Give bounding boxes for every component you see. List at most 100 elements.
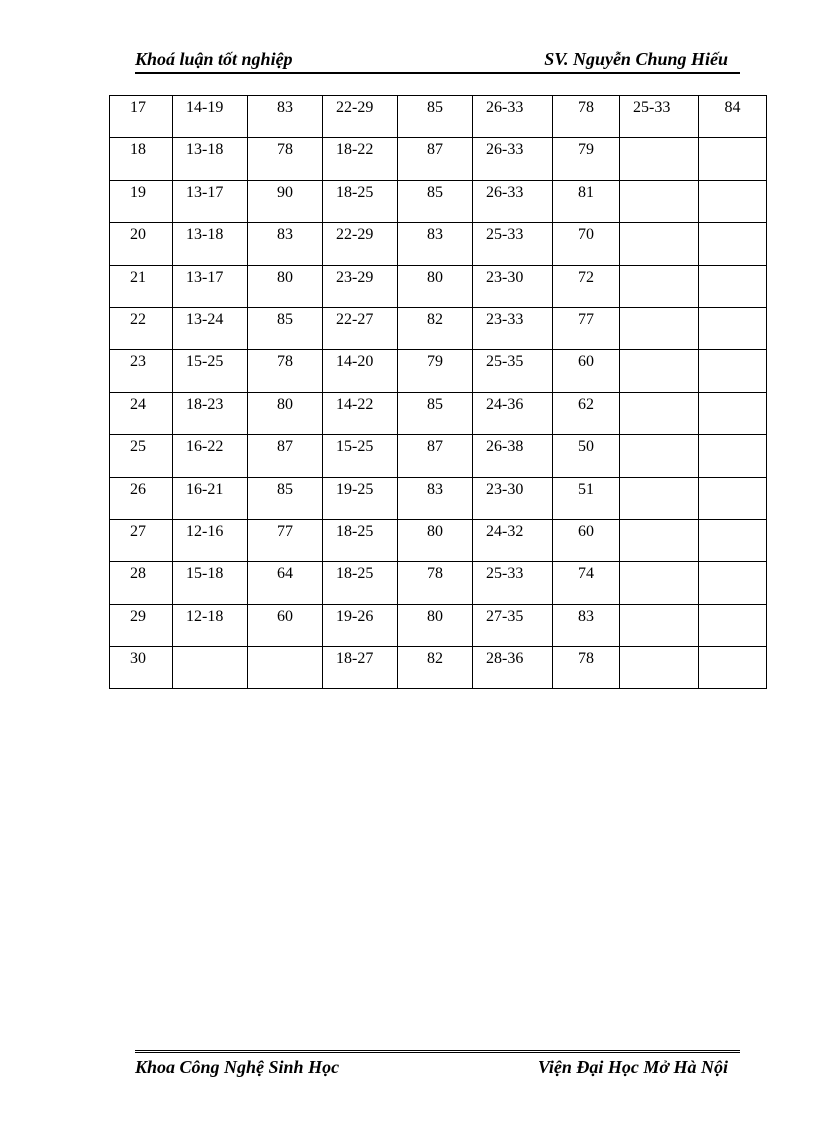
table-cell (172, 646, 248, 690)
table-cell: 20 (109, 222, 173, 266)
table-cell (619, 179, 699, 224)
table-cell: 26-33 (472, 137, 553, 181)
table-cell: 85 (397, 391, 473, 436)
table-cell: 24 (109, 391, 173, 436)
table-cell (619, 222, 699, 266)
table-cell: 26-38 (472, 434, 553, 478)
table-cell: 78 (552, 94, 620, 139)
table-cell (619, 264, 699, 308)
table-cell: 80 (397, 603, 473, 648)
table-cell: 28 (109, 561, 173, 605)
table-cell: 25-33 (619, 94, 699, 139)
table-cell: 26 (109, 476, 173, 520)
table-cell: 85 (397, 94, 473, 139)
table-cell: 16-21 (172, 476, 248, 520)
table-cell: 24-36 (472, 391, 553, 436)
table-cell: 22-29 (322, 222, 398, 266)
table-cell (619, 349, 699, 393)
table-row: 21 13-17 80 23-29 80 23-30 72 (109, 264, 767, 308)
table-cell: 23-29 (322, 264, 398, 308)
table-cell: 50 (552, 434, 620, 478)
table-row: 18 13-18 78 18-22 87 26-33 79 (109, 137, 767, 181)
table-cell (619, 603, 699, 648)
table-cell: 60 (552, 349, 620, 393)
table-cell: 83 (247, 222, 323, 266)
table-cell: 18 (109, 137, 173, 181)
table-cell: 25-35 (472, 349, 553, 393)
table-cell: 74 (552, 561, 620, 605)
table-cell (698, 434, 767, 478)
table-cell: 13-17 (172, 179, 248, 224)
table-cell (698, 306, 767, 351)
table-cell (698, 518, 767, 563)
table-cell: 79 (397, 349, 473, 393)
table-cell (619, 434, 699, 478)
table-cell: 83 (552, 603, 620, 648)
table-cell: 13-18 (172, 137, 248, 181)
table-cell: 83 (397, 476, 473, 520)
table-cell: 80 (397, 264, 473, 308)
table-cell: 85 (247, 476, 323, 520)
table-cell: 83 (247, 94, 323, 139)
table-row: 23 15-25 78 14-20 79 25-35 60 (109, 349, 767, 393)
table-cell: 83 (397, 222, 473, 266)
table-cell: 22-29 (322, 94, 398, 139)
table-row: 22 13-24 85 22-27 82 23-33 77 (109, 306, 767, 351)
table-row: 25 16-22 87 15-25 87 26-38 50 (109, 434, 767, 478)
table-row: 20 13-18 83 22-29 83 25-33 70 (109, 222, 767, 266)
table-cell (247, 646, 323, 690)
table-cell: 15-25 (322, 434, 398, 478)
table-cell: 22 (109, 306, 173, 351)
table-cell: 18-22 (322, 137, 398, 181)
table-cell: 23-30 (472, 264, 553, 308)
table-cell (619, 518, 699, 563)
table-row: 24 18-23 80 14-22 85 24-36 62 (109, 391, 767, 436)
table-cell: 23 (109, 349, 173, 393)
page-footer: Khoa Công Nghệ Sinh Học Viện Đại Học Mở … (135, 1050, 740, 1077)
table-cell (619, 137, 699, 181)
table-cell: 87 (397, 434, 473, 478)
table-cell: 81 (552, 179, 620, 224)
table-cell: 12-18 (172, 603, 248, 648)
table-cell (698, 137, 767, 181)
table-cell: 14-19 (172, 94, 248, 139)
table-cell: 80 (247, 391, 323, 436)
table-cell: 85 (397, 179, 473, 224)
footer-institute: Viện Đại Học Mở Hà Nội (537, 1057, 728, 1077)
table-cell (698, 603, 767, 648)
table-cell: 13-17 (172, 264, 248, 308)
table-cell: 27-35 (472, 603, 553, 648)
table-cell (698, 264, 767, 308)
table-cell: 18-27 (322, 646, 398, 690)
table-cell: 16-22 (172, 434, 248, 478)
table-cell: 18-23 (172, 391, 248, 436)
table-row: 28 15-18 64 18-25 78 25-33 74 (109, 561, 767, 605)
table-cell: 19-25 (322, 476, 398, 520)
table-cell: 79 (552, 137, 620, 181)
table-cell: 18-25 (322, 518, 398, 563)
table-cell: 85 (247, 306, 323, 351)
table-row: 27 12-16 77 18-25 80 24-32 60 (109, 518, 767, 563)
table-cell: 60 (552, 518, 620, 563)
table-cell (698, 391, 767, 436)
table-cell: 23-33 (472, 306, 553, 351)
table-cell: 60 (247, 603, 323, 648)
page-header: Khoá luận tốt nghiệp SV. Nguyễn Chung Hi… (135, 48, 740, 74)
table-cell: 15-18 (172, 561, 248, 605)
table-cell: 24-32 (472, 518, 553, 563)
table-cell (698, 476, 767, 520)
table-cell: 62 (552, 391, 620, 436)
table-cell: 19-26 (322, 603, 398, 648)
table-cell: 29 (109, 603, 173, 648)
table-cell (698, 179, 767, 224)
table-cell: 90 (247, 179, 323, 224)
table-cell (619, 476, 699, 520)
table-cell (619, 391, 699, 436)
table-cell: 77 (552, 306, 620, 351)
table-cell (698, 222, 767, 266)
table-cell: 82 (397, 646, 473, 690)
table-cell: 77 (247, 518, 323, 563)
table-cell: 18-25 (322, 179, 398, 224)
table-cell: 80 (397, 518, 473, 563)
table-cell: 25-33 (472, 222, 553, 266)
